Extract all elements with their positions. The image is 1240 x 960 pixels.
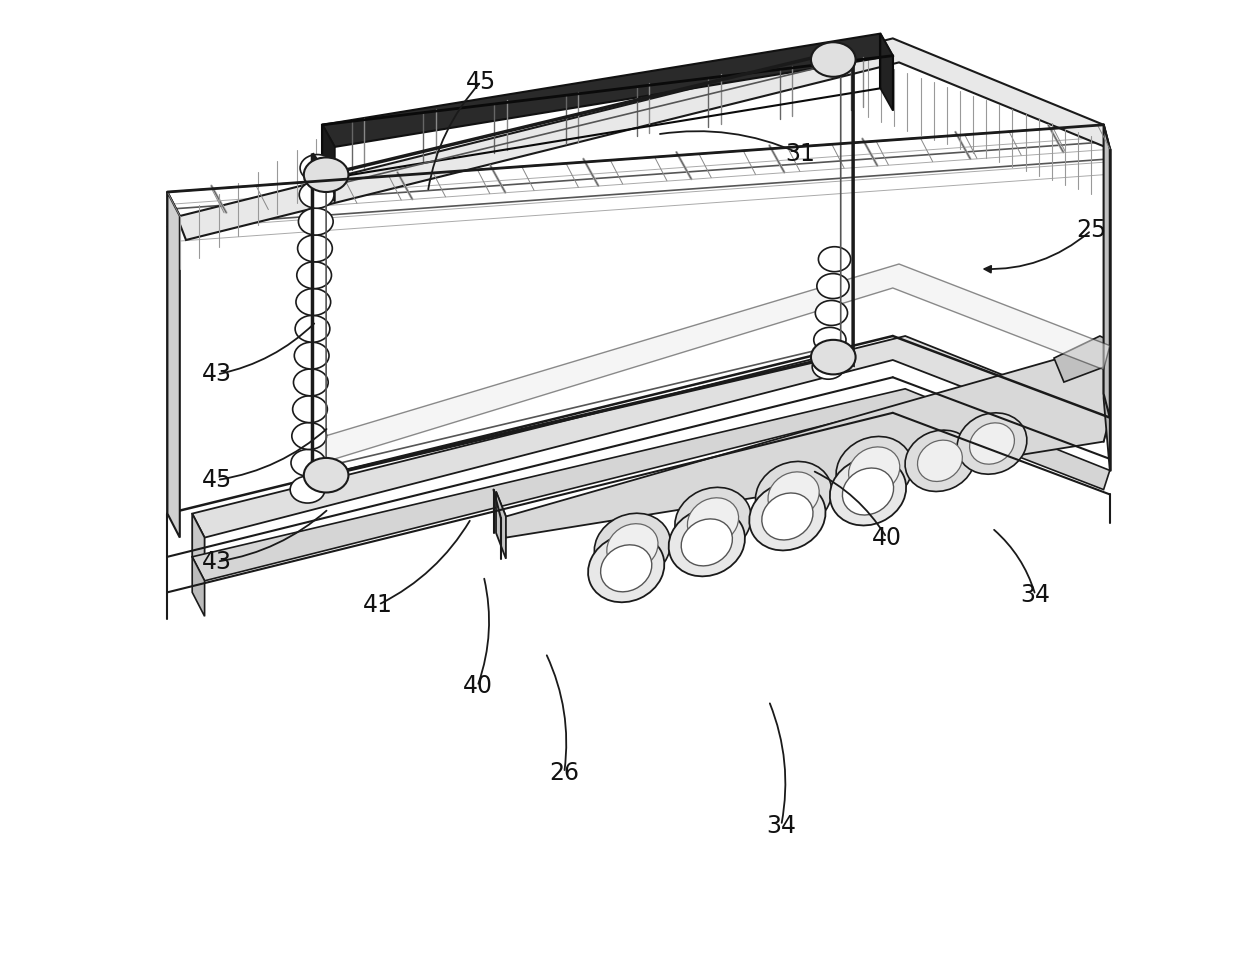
Circle shape xyxy=(299,208,334,235)
Ellipse shape xyxy=(675,488,751,555)
Circle shape xyxy=(817,274,849,299)
Circle shape xyxy=(816,300,848,325)
Circle shape xyxy=(296,289,331,316)
Circle shape xyxy=(291,422,326,449)
Polygon shape xyxy=(496,492,506,559)
Ellipse shape xyxy=(606,524,658,570)
Polygon shape xyxy=(880,34,893,110)
Text: 43: 43 xyxy=(202,362,232,386)
Circle shape xyxy=(293,396,327,422)
Polygon shape xyxy=(310,264,1110,463)
Polygon shape xyxy=(192,389,1110,581)
Text: 40: 40 xyxy=(872,526,901,549)
Polygon shape xyxy=(167,192,180,538)
Ellipse shape xyxy=(836,437,913,504)
Text: 25: 25 xyxy=(1076,219,1106,242)
Circle shape xyxy=(811,340,856,374)
Polygon shape xyxy=(1104,346,1110,470)
Ellipse shape xyxy=(957,413,1027,474)
Polygon shape xyxy=(192,514,205,581)
Circle shape xyxy=(818,247,851,272)
Ellipse shape xyxy=(830,458,906,525)
Circle shape xyxy=(290,476,325,503)
Circle shape xyxy=(304,157,348,192)
Text: 26: 26 xyxy=(549,760,579,785)
Text: 45: 45 xyxy=(466,69,496,93)
Text: 40: 40 xyxy=(463,674,492,699)
Ellipse shape xyxy=(588,535,665,602)
Ellipse shape xyxy=(681,519,733,565)
Circle shape xyxy=(812,354,844,379)
Ellipse shape xyxy=(749,483,826,550)
Circle shape xyxy=(299,181,334,208)
Polygon shape xyxy=(322,34,893,147)
Circle shape xyxy=(294,369,329,396)
Ellipse shape xyxy=(755,462,832,529)
Ellipse shape xyxy=(594,514,671,581)
Ellipse shape xyxy=(761,493,813,540)
Ellipse shape xyxy=(918,440,962,482)
Ellipse shape xyxy=(848,447,900,493)
Ellipse shape xyxy=(842,468,894,515)
Polygon shape xyxy=(1054,336,1110,382)
Circle shape xyxy=(298,235,332,262)
Circle shape xyxy=(294,342,329,369)
Text: 43: 43 xyxy=(202,549,232,574)
Ellipse shape xyxy=(687,498,739,544)
Text: 34: 34 xyxy=(766,814,796,837)
Polygon shape xyxy=(192,336,1110,538)
Polygon shape xyxy=(192,557,205,616)
Ellipse shape xyxy=(905,430,975,492)
Circle shape xyxy=(811,42,856,77)
Text: 31: 31 xyxy=(785,142,815,165)
Polygon shape xyxy=(167,38,1110,240)
Ellipse shape xyxy=(668,509,745,576)
Ellipse shape xyxy=(600,545,652,591)
Text: 41: 41 xyxy=(363,592,393,617)
Circle shape xyxy=(300,155,335,181)
Circle shape xyxy=(296,262,331,289)
Circle shape xyxy=(295,315,330,343)
Polygon shape xyxy=(496,346,1110,538)
Polygon shape xyxy=(1104,125,1110,418)
Ellipse shape xyxy=(768,472,820,518)
Text: 45: 45 xyxy=(202,468,232,492)
Circle shape xyxy=(291,449,326,476)
Ellipse shape xyxy=(970,422,1014,465)
Circle shape xyxy=(304,458,348,492)
Polygon shape xyxy=(322,125,335,202)
Text: 34: 34 xyxy=(1021,583,1050,608)
Circle shape xyxy=(813,327,846,352)
